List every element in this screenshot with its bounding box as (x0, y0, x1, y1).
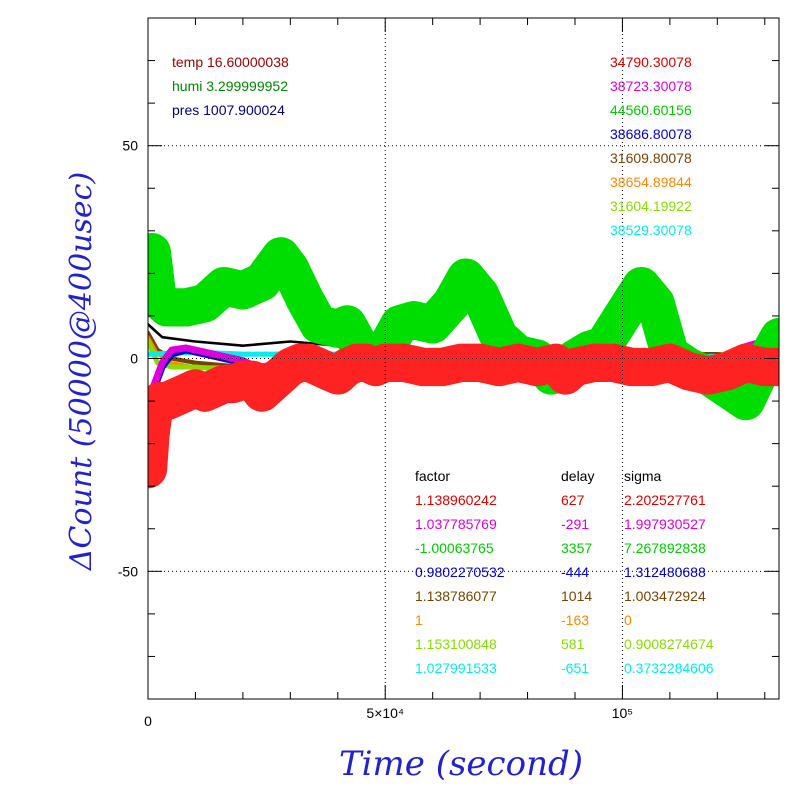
table-cell-sigma: 1.312480688 (624, 564, 706, 580)
grid-layer (148, 18, 779, 699)
table-header-factor: factor (415, 468, 450, 484)
table-cell-delay: -651 (561, 660, 589, 676)
env-readout-0: temp 16.60000038 (172, 54, 289, 70)
table-cell-delay: 581 (561, 636, 585, 652)
table-cell-sigma: 7.267892838 (624, 540, 706, 556)
tick-label-layer: 0 5×10⁴ 10⁵ -50 0 50 (118, 138, 633, 729)
x-tick-label-0: 0 (144, 713, 152, 729)
legend-value-6: 31604.19922 (610, 198, 692, 214)
env-readout: temp 16.60000038 humi 3.299999952 pres 100… (172, 54, 289, 118)
table-cell-factor: 1 (415, 612, 423, 628)
table-cell-delay: -444 (561, 564, 589, 580)
legend-value-5: 38654.89844 (610, 174, 692, 190)
table-cell-factor: 1.027991533 (415, 660, 497, 676)
table-header-sigma: sigma (624, 468, 662, 484)
legend-value-0: 34790.30078 (610, 54, 692, 70)
table-cell-factor: -1.00063765 (415, 540, 494, 556)
y-tick-label-0: -50 (118, 563, 138, 579)
table-cell-sigma: 1.003472924 (624, 588, 706, 604)
table-cell-sigma: 0 (624, 612, 632, 628)
legend-value-4: 31609.80078 (610, 150, 692, 166)
y-tick-label-1: 0 (130, 351, 138, 367)
legend-value-2: 44560.60156 (610, 102, 692, 118)
series-layer (148, 232, 779, 489)
y-tick-label-2: 50 (122, 138, 138, 154)
table-cell-factor: 1.138786077 (415, 588, 497, 604)
env-readout-2: pres 1007.900024 (172, 102, 285, 118)
table-header-delay: delay (561, 468, 594, 484)
series-line-7 (148, 232, 779, 421)
table-cell-delay: 627 (561, 492, 585, 508)
table-cell-factor: 1.153100848 (415, 636, 497, 652)
table-cell-delay: 1014 (561, 588, 592, 604)
table-cell-sigma: 0.3732284606 (624, 660, 714, 676)
y-axis-title: ΔCount (50000@400usec) (64, 172, 99, 571)
legend-values: 34790.30078 38723.30078 44560.60156 38686.8… (610, 54, 692, 238)
table-cell-factor: 1.037785769 (415, 516, 497, 532)
table-cell-sigma: 2.202527761 (624, 492, 706, 508)
table-cell-delay: 3357 (561, 540, 592, 556)
legend-value-1: 38723.30078 (610, 78, 692, 94)
legend-value-7: 38529.30078 (610, 222, 692, 238)
plot-frame (147, 17, 780, 700)
x-tick-label-2: 10⁵ (612, 705, 633, 721)
table-cell-factor: 0.9802270532 (415, 564, 505, 580)
legend-value-3: 38686.80078 (610, 126, 692, 142)
table-cell-sigma: 0.9008274674 (624, 636, 714, 652)
table-cell-sigma: 1.997930527 (624, 516, 706, 532)
table-cell-delay: -163 (561, 612, 589, 628)
x-tick-label-1: 5×10⁴ (366, 705, 404, 721)
x-axis-title: Time (second) (339, 744, 583, 784)
series-line-8 (148, 343, 779, 489)
table-cell-factor: 1.138960242 (415, 492, 497, 508)
table-cell-delay: -291 (561, 516, 589, 532)
fit-table: factor delay sigma 1.138960242 627 2.20252776… (415, 468, 714, 676)
env-readout-1: humi 3.299999952 (172, 78, 288, 94)
